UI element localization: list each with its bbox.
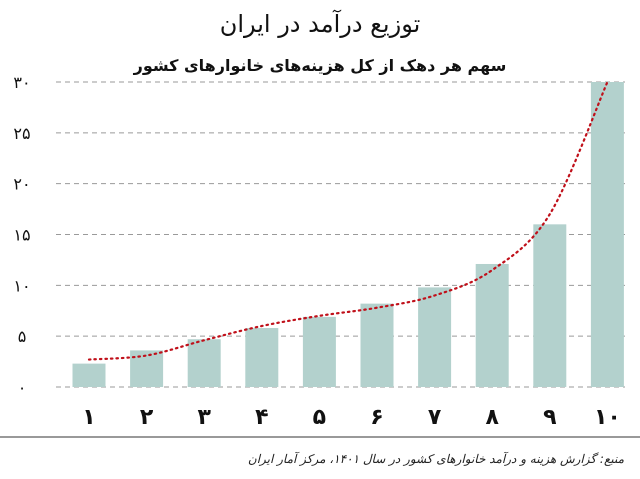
x-tick-label: ۴ xyxy=(255,405,268,430)
x-tick-label: ۵ xyxy=(313,405,326,430)
x-tick-label: ۳ xyxy=(197,405,211,430)
chart-title: توزیع درآمد در ایران xyxy=(219,10,421,38)
bar xyxy=(590,82,624,387)
source-note: منبع: گزارش هزینه و درآمد خانوارهای کشور… xyxy=(247,452,624,466)
y-tick-label: ۱۰ xyxy=(13,276,30,295)
x-tick-label: ۲ xyxy=(140,405,154,430)
y-tick-label: ۳۰ xyxy=(13,73,30,92)
trend-line xyxy=(87,80,609,361)
chart-subtitle: سهم هر دهک از کل هزینه‌های خانوارهای کشو… xyxy=(133,56,507,75)
bar xyxy=(72,363,106,387)
bar xyxy=(187,339,221,387)
bar xyxy=(245,328,279,387)
bar xyxy=(418,287,452,387)
x-tick-label: ۱ xyxy=(82,405,95,430)
x-tick-label: ۸ xyxy=(485,405,499,430)
bar xyxy=(360,303,394,387)
x-tick-label: ۶ xyxy=(370,405,383,430)
y-tick-label: ۲۵ xyxy=(13,124,30,143)
x-tick-label: ۹ xyxy=(543,405,556,430)
y-tick-label: ۲۰ xyxy=(13,175,30,194)
bar xyxy=(302,316,336,387)
y-tick-label: ۰ xyxy=(18,378,27,397)
bar xyxy=(533,224,567,387)
x-tick-label: ۱۰ xyxy=(594,405,621,430)
bar xyxy=(130,350,164,387)
x-tick-label: ۷ xyxy=(428,405,442,430)
y-tick-label: ۵ xyxy=(18,327,27,346)
y-tick-label: ۱۵ xyxy=(13,226,30,245)
bar xyxy=(475,263,509,387)
